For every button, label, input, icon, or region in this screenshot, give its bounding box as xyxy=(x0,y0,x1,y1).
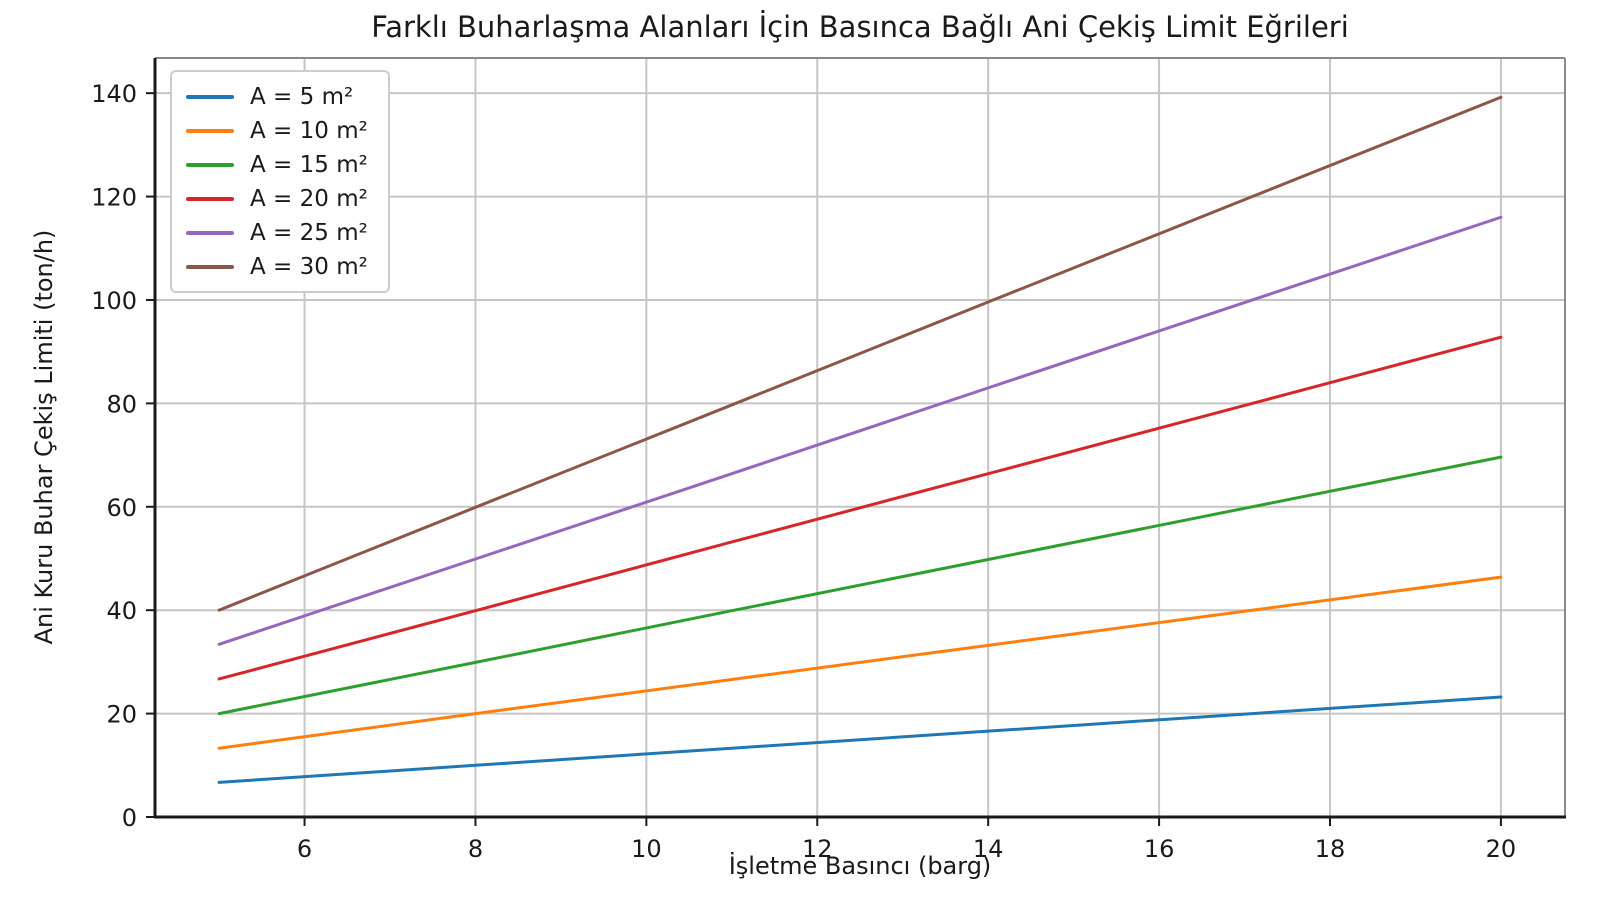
legend-line-swatch xyxy=(186,94,234,99)
y-tick-label: 140 xyxy=(91,80,137,108)
legend-label: A = 25 m² xyxy=(250,219,368,246)
x-tick-label: 12 xyxy=(802,835,833,863)
x-tick-label: 8 xyxy=(468,835,483,863)
legend-line-swatch xyxy=(186,230,234,235)
legend-label: A = 15 m² xyxy=(250,151,368,178)
y-tick-label: 80 xyxy=(106,390,137,418)
x-tick-label: 14 xyxy=(973,835,1004,863)
legend-item: A = 20 m² xyxy=(186,185,368,212)
legend-line-swatch xyxy=(186,196,234,201)
series-line-1 xyxy=(217,575,1503,750)
chart-title: Farklı Buharlaşma Alanları İçin Basınca … xyxy=(371,10,1349,44)
legend-item: A = 5 m² xyxy=(186,83,368,110)
legend-line-swatch xyxy=(186,264,234,269)
series-line-4 xyxy=(217,215,1503,646)
legend-item: A = 10 m² xyxy=(186,117,368,144)
y-tick-label: 40 xyxy=(106,597,137,625)
legend-label: A = 5 m² xyxy=(250,83,354,110)
series-line-3 xyxy=(217,335,1503,681)
series-line-5 xyxy=(217,95,1503,612)
legend-line-swatch xyxy=(186,128,234,133)
legend-line-swatch xyxy=(186,162,234,167)
x-tick-label: 16 xyxy=(1144,835,1175,863)
legend-label: A = 30 m² xyxy=(250,253,368,280)
x-axis-label: İşletme Basıncı (barg) xyxy=(728,852,992,880)
legend-item: A = 15 m² xyxy=(186,151,368,178)
y-tick-label: 0 xyxy=(122,804,137,832)
y-tick-label: 20 xyxy=(106,701,137,729)
legend-item: A = 25 m² xyxy=(186,219,368,246)
legend-label: A = 20 m² xyxy=(250,185,368,212)
x-tick-label: 20 xyxy=(1486,835,1517,863)
y-axis-label-text: Ani Kuru Buhar Çekiş Limiti (ton/h) xyxy=(30,229,58,645)
x-tick-label: 6 xyxy=(297,835,312,863)
y-tick-label: 120 xyxy=(91,184,137,212)
y-tick-label: 60 xyxy=(106,494,137,522)
series-line-0 xyxy=(217,695,1503,784)
x-tick-label: 18 xyxy=(1315,835,1346,863)
x-tick-label: 10 xyxy=(631,835,662,863)
legend-label: A = 10 m² xyxy=(250,117,368,144)
legend-item: A = 30 m² xyxy=(186,253,368,280)
y-tick-label: 100 xyxy=(91,287,137,315)
series-line-2 xyxy=(217,455,1503,716)
legend: A = 5 m² A = 10 m² A = 15 m² A = 20 m² A = 2… xyxy=(170,70,390,293)
